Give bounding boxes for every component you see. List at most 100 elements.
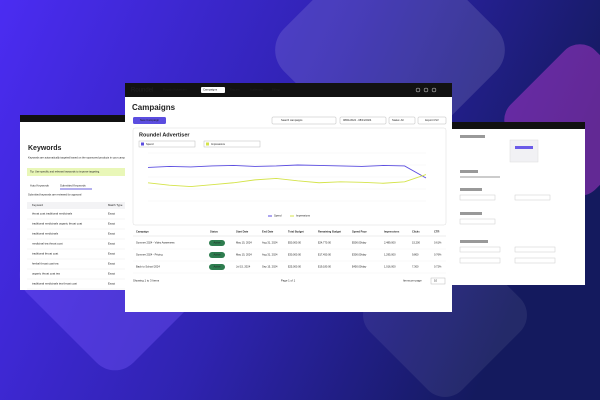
nav-item[interactable]: Campaigns <box>203 88 218 92</box>
cell: 15,200 <box>412 241 420 245</box>
column-header: Spend Pace <box>352 230 367 234</box>
cell: throat coat traditional medicinals <box>32 212 73 216</box>
button-label[interactable]: New Campaign <box>140 118 160 122</box>
table <box>133 228 446 276</box>
cell: 1,016,000 <box>384 265 396 269</box>
column-header: Remaining Budget <box>318 230 341 234</box>
column-header: Keyword <box>32 203 43 207</box>
campaigns-panel: Roundel Roundel Advertiser Campaigns Report… <box>125 83 452 312</box>
per-page[interactable]: 10 <box>434 279 438 283</box>
export-label[interactable]: Export CSV <box>425 118 439 122</box>
nav-icon[interactable] <box>431 87 437 93</box>
column-header: Match Type <box>108 203 123 207</box>
tab[interactable]: Auto Keywords <box>30 184 49 188</box>
cell[interactable]: Summer 2024 - Video Awareness <box>136 241 175 245</box>
search-placeholder[interactable]: Search campaigns <box>281 118 303 122</box>
cell: $50,000.00 <box>288 241 302 245</box>
cell: Exact <box>108 242 115 246</box>
cell: Aug 31, 2024 <box>262 253 278 257</box>
image-placeholder <box>509 139 539 163</box>
nav-icon[interactable] <box>423 87 429 93</box>
legend-label: Impressions <box>296 214 311 218</box>
settings-panel <box>448 122 585 285</box>
cell: Sep 15, 2024 <box>262 265 278 269</box>
cell: $19,180.00 <box>318 265 332 269</box>
keywords-title: Keywords <box>28 145 62 152</box>
series-line <box>147 174 427 188</box>
tab[interactable]: Submitted Keywords <box>60 184 86 188</box>
cell[interactable]: Back to School 2024 <box>136 265 160 269</box>
cell: traditional medicinals organic throat co… <box>32 222 82 226</box>
column-header: CTR <box>434 230 439 234</box>
cell: Exact <box>108 232 115 236</box>
input <box>459 218 496 225</box>
cell: medicinal tea throat coat <box>32 242 63 246</box>
export-button[interactable] <box>417 116 447 125</box>
per-page-select[interactable] <box>430 277 446 285</box>
brand: Roundel <box>131 88 153 94</box>
input <box>459 246 501 253</box>
nav-item[interactable]: Reports <box>230 88 240 92</box>
input <box>459 257 501 264</box>
placeholder <box>460 240 488 243</box>
series-dropdown[interactable] <box>203 140 261 148</box>
input <box>514 194 551 201</box>
nav-item[interactable]: Roundel Advertiser <box>163 88 187 92</box>
cell: Exact <box>108 262 115 266</box>
placeholder <box>515 146 533 149</box>
series-dropdown[interactable] <box>138 140 196 148</box>
placeholder <box>460 212 482 215</box>
placeholder <box>460 135 485 138</box>
status: Active <box>213 265 221 269</box>
pagination[interactable]: Page 1 of 1 <box>281 279 296 283</box>
cell: 0.72% <box>434 265 442 269</box>
dropdown-label[interactable]: Impressions <box>211 142 226 146</box>
page-title: Campaigns <box>132 103 176 112</box>
showing: Showing 1 to 3 Items <box>133 279 160 283</box>
chart-card <box>132 127 447 226</box>
cell: Exact <box>108 222 115 226</box>
dropdown-label[interactable]: Spend <box>146 142 154 146</box>
cell: Exact <box>108 272 115 276</box>
nav-icon[interactable] <box>415 87 421 93</box>
nav-active <box>201 87 225 93</box>
panel-bar <box>448 122 585 129</box>
column-header: Campaign <box>136 230 149 234</box>
cell: organic throat coat tea <box>32 272 60 276</box>
cell: traditional medicinals tea throat coat <box>32 282 77 286</box>
cell: $450.00/day <box>352 265 367 269</box>
table-header <box>27 202 133 209</box>
panel-bar <box>20 115 135 122</box>
chart-title: Roundel Advertiser <box>139 132 190 138</box>
cell: $24,770.00 <box>318 241 332 245</box>
date-picker[interactable] <box>339 116 387 125</box>
series-line <box>147 164 427 179</box>
input <box>514 257 556 264</box>
cell: $30,000.00 <box>288 253 302 257</box>
keywords-description: Keywords are automatically targeted base… <box>28 156 131 160</box>
keywords-subtitle: Submitted keywords are reviewed for appr… <box>28 193 82 197</box>
column-header: Total Budget <box>288 230 304 234</box>
date-range[interactable]: 08/01/2024 - 08/31/2024 <box>343 118 372 122</box>
nav-item[interactable]: Billing <box>272 88 280 92</box>
cell: Exact <box>108 212 115 216</box>
cell: $17,450.00 <box>318 253 332 257</box>
status-filter[interactable] <box>388 116 416 125</box>
input <box>514 246 556 253</box>
search-box[interactable] <box>271 116 337 125</box>
placeholder <box>460 176 500 178</box>
cell[interactable]: Summer 2024 - Pricing <box>136 253 163 257</box>
nav-bar <box>125 83 452 97</box>
cell: traditional medicinals <box>32 232 59 236</box>
status-pill <box>209 240 225 246</box>
notice <box>27 168 133 176</box>
status-filter-label[interactable]: Status: All <box>392 118 404 122</box>
cell: May 15, 2024 <box>236 253 252 257</box>
new-campaign-button[interactable] <box>133 117 166 124</box>
cell: 0.76% <box>434 253 442 257</box>
nav-item[interactable]: Audiences <box>250 88 264 92</box>
cell: $300.00/day <box>352 253 367 257</box>
cell: May 15, 2024 <box>236 241 252 245</box>
